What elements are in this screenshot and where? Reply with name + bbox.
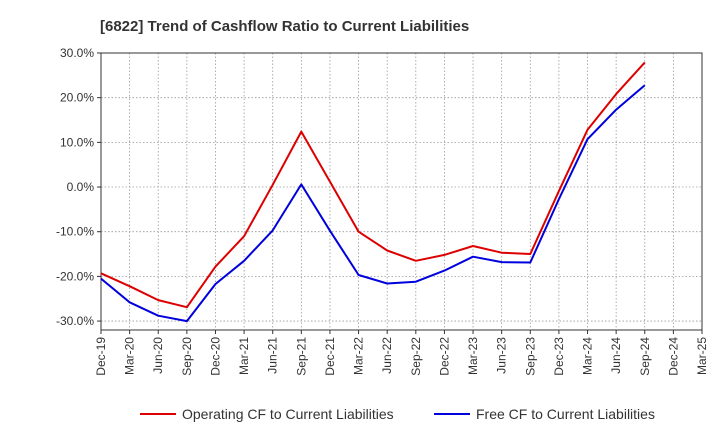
series-layer — [100, 61, 646, 323]
x-tick-label: Dec-21 — [323, 337, 337, 376]
legend-item-1: Operating CF to Current Liabilities — [140, 406, 394, 422]
legend-label: Free CF to Current Liabilities — [476, 406, 655, 422]
y-tick-label: -30.0% — [56, 314, 94, 328]
y-tick-label: 30.0% — [60, 46, 94, 60]
y-tick-label: 10.0% — [60, 135, 94, 149]
x-tick-label: Jun-21 — [266, 337, 280, 374]
x-tick-label: Jun-22 — [380, 337, 394, 374]
x-tick-label: Dec-20 — [208, 337, 222, 376]
x-tick-label: Dec-23 — [552, 337, 566, 376]
series-line-2 — [100, 84, 646, 323]
x-tick-label: Sep-24 — [638, 337, 652, 376]
legend-item-2: Free CF to Current Liabilities — [434, 406, 655, 422]
x-tick-label: Sep-23 — [523, 337, 537, 376]
x-tick-label: Mar-24 — [581, 337, 595, 375]
x-tick-label: Mar-25 — [695, 337, 709, 375]
plot-frame — [100, 52, 703, 331]
x-tick-label: Mar-22 — [352, 337, 366, 375]
x-tick-label: Dec-24 — [666, 337, 680, 376]
x-tick-label: Dec-19 — [94, 337, 108, 376]
x-tick-label: Jun-24 — [609, 337, 623, 374]
y-tick-label: 0.0% — [67, 180, 95, 194]
x-tick-label: Sep-21 — [294, 337, 308, 376]
chart-title: [6822] Trend of Cashflow Ratio to Curren… — [100, 18, 469, 35]
legend: Operating CF to Current Liabilities Free … — [140, 406, 655, 422]
x-tick-label: Dec-22 — [437, 337, 451, 376]
y-tick-label: -20.0% — [56, 269, 94, 283]
x-tick-label: Mar-23 — [466, 337, 480, 375]
y-tick-label: 20.0% — [60, 91, 94, 105]
x-tick-label: Jun-20 — [151, 337, 165, 374]
legend-label: Operating CF to Current Liabilities — [182, 406, 394, 422]
x-tick-label: Sep-22 — [409, 337, 423, 376]
y-tick-label: -10.0% — [56, 225, 94, 239]
series-line-1 — [100, 61, 646, 309]
x-tick-label: Mar-20 — [123, 337, 137, 375]
x-tick-label: Jun-23 — [495, 337, 509, 374]
x-axis: Dec-19 Mar-20 Jun-20 Sep-20 Dec-20 Mar-21 Jun-… — [94, 330, 709, 376]
grid — [101, 53, 702, 330]
x-tick-label: Mar-21 — [237, 337, 251, 375]
y-axis: 30.0% 20.0% 10.0% 0.0% -10.0% -20.0% -30.0% — [56, 46, 101, 328]
x-tick-label: Sep-20 — [180, 337, 194, 376]
